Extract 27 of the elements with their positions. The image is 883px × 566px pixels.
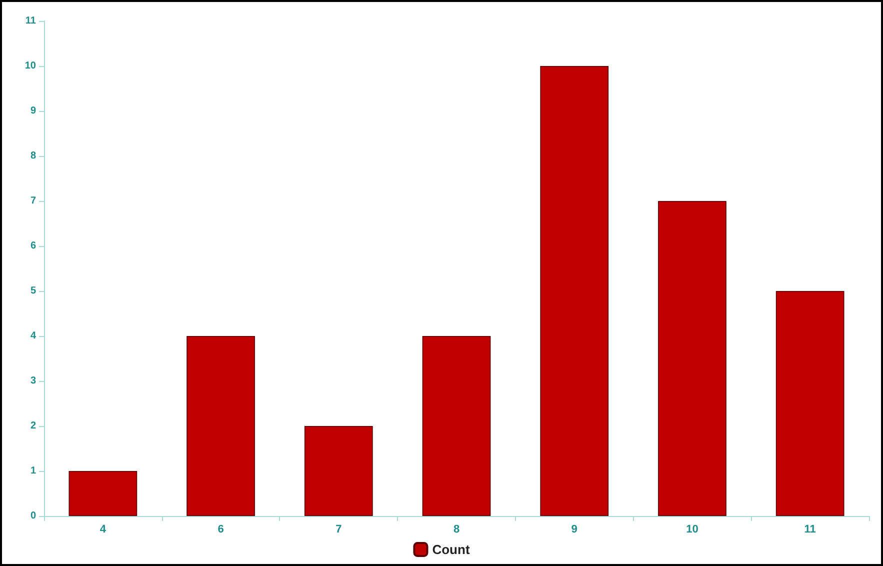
bar — [776, 291, 844, 516]
x-tick-label: 6 — [218, 524, 224, 536]
y-tick-label: 11 — [25, 16, 36, 26]
y-tick-label: 0 — [30, 510, 36, 522]
y-tick-label: 9 — [30, 106, 36, 116]
y-tick-label: 7 — [30, 196, 36, 206]
bar — [540, 66, 609, 516]
x-tick-label: 8 — [453, 524, 460, 536]
y-tick-label: 6 — [30, 240, 36, 252]
y-tick-label: 10 — [24, 60, 36, 72]
y-tick-label: 8 — [30, 150, 36, 162]
legend-label: Count — [432, 542, 470, 557]
x-tick-label: 11 — [804, 524, 816, 536]
y-tick-label: 5 — [30, 286, 36, 296]
x-tick-label: 10 — [686, 524, 698, 536]
bar — [186, 336, 255, 516]
y-tick-label: 3 — [30, 376, 36, 386]
bar — [68, 471, 138, 516]
x-tick-label: 7 — [336, 524, 342, 536]
y-tick-label: 4 — [30, 330, 36, 342]
bar — [422, 336, 491, 516]
bar — [304, 426, 373, 516]
bar — [658, 201, 726, 516]
x-tick-label: 9 — [571, 524, 578, 536]
y-tick-label: 1 — [30, 466, 36, 476]
y-tick-label: 2 — [30, 420, 36, 432]
x-tick-label: 4 — [100, 524, 107, 536]
